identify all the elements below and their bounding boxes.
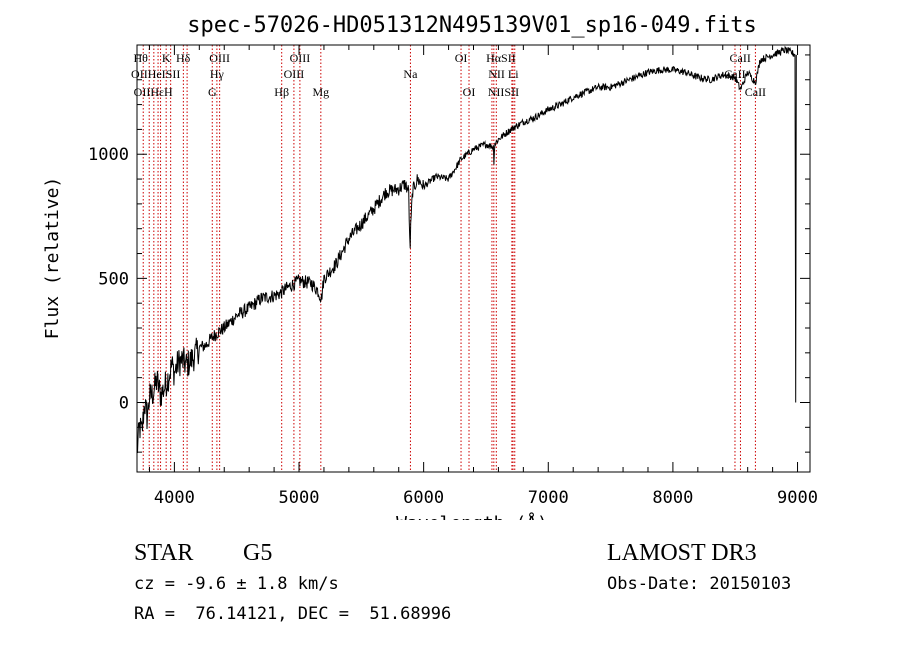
y-tick-label-500: 500	[98, 269, 129, 289]
x-tick-label-4000: 4000	[154, 488, 195, 508]
line-label-4: OIII	[290, 51, 311, 65]
line-label-8: OIIHeISII	[131, 67, 180, 81]
line-label-6: HαSII	[486, 51, 516, 65]
spectrum-chart: spec-57026-HD051312N495139V01_sp16-049.f…	[42, 13, 818, 520]
x-tick-label-7000: 7000	[528, 488, 569, 508]
y-tick-label-1000: 1000	[88, 145, 129, 165]
x-axis-label: Wavelength (Å)	[396, 512, 548, 520]
object-class: STAR	[134, 540, 194, 566]
x-tick-label-9000: 9000	[777, 488, 818, 508]
line-label-9: Hγ	[210, 67, 225, 81]
line-label-14: OIIHεH	[134, 85, 173, 99]
line-label-19: NIISII	[488, 85, 519, 99]
x-axis: 4000 5000 6000 7000 8000 9000	[148, 45, 818, 508]
y-axis-label: Flux (relative)	[42, 177, 63, 340]
plot-frame	[136, 44, 811, 473]
line-label-15: G	[208, 85, 217, 99]
line-label-10: OIII	[284, 67, 305, 81]
chart-title: spec-57026-HD051312N495139V01_sp16-049.f…	[187, 13, 757, 38]
spectral-subclass: G5	[243, 540, 273, 566]
line-label-5: OI	[455, 51, 468, 65]
line-label-7: CaII	[730, 51, 751, 65]
line-label-0: Hθ	[134, 51, 149, 65]
line-label-11: Na	[403, 67, 418, 81]
line-label-2: Hδ	[176, 51, 191, 65]
line-label-20: CaII	[745, 85, 766, 99]
coordinates: RA = 76.14121, DEC = 51.68996	[134, 604, 452, 624]
x-tick-label-5000: 5000	[279, 488, 320, 508]
y-axis: 0 500 1000	[88, 54, 810, 453]
line-label-1: K	[162, 51, 171, 65]
x-tick-label-6000: 6000	[403, 488, 444, 508]
observation-date: Obs-Date: 20150103	[607, 574, 792, 594]
line-label-17: Mg	[312, 85, 329, 99]
spectrum-series-line	[136, 45, 797, 454]
spectral-line-labels: Hθ K Hδ OIII OIII OI HαSII CaII OIIHeISII Hγ OIII N…	[131, 51, 766, 99]
line-label-3: OIII	[209, 51, 230, 65]
survey-name: LAMOST DR3	[607, 540, 757, 566]
y-tick-label-0: 0	[119, 393, 129, 413]
x-tick-label-8000: 8000	[652, 488, 693, 508]
line-label-16: Hβ	[274, 85, 289, 99]
line-label-18: OI	[463, 85, 476, 99]
redshift-readout: cz = -9.6 ± 1.8 km/s	[134, 574, 339, 594]
spectral-line-markers	[142, 45, 756, 472]
line-label-12: NII Li	[488, 67, 519, 81]
